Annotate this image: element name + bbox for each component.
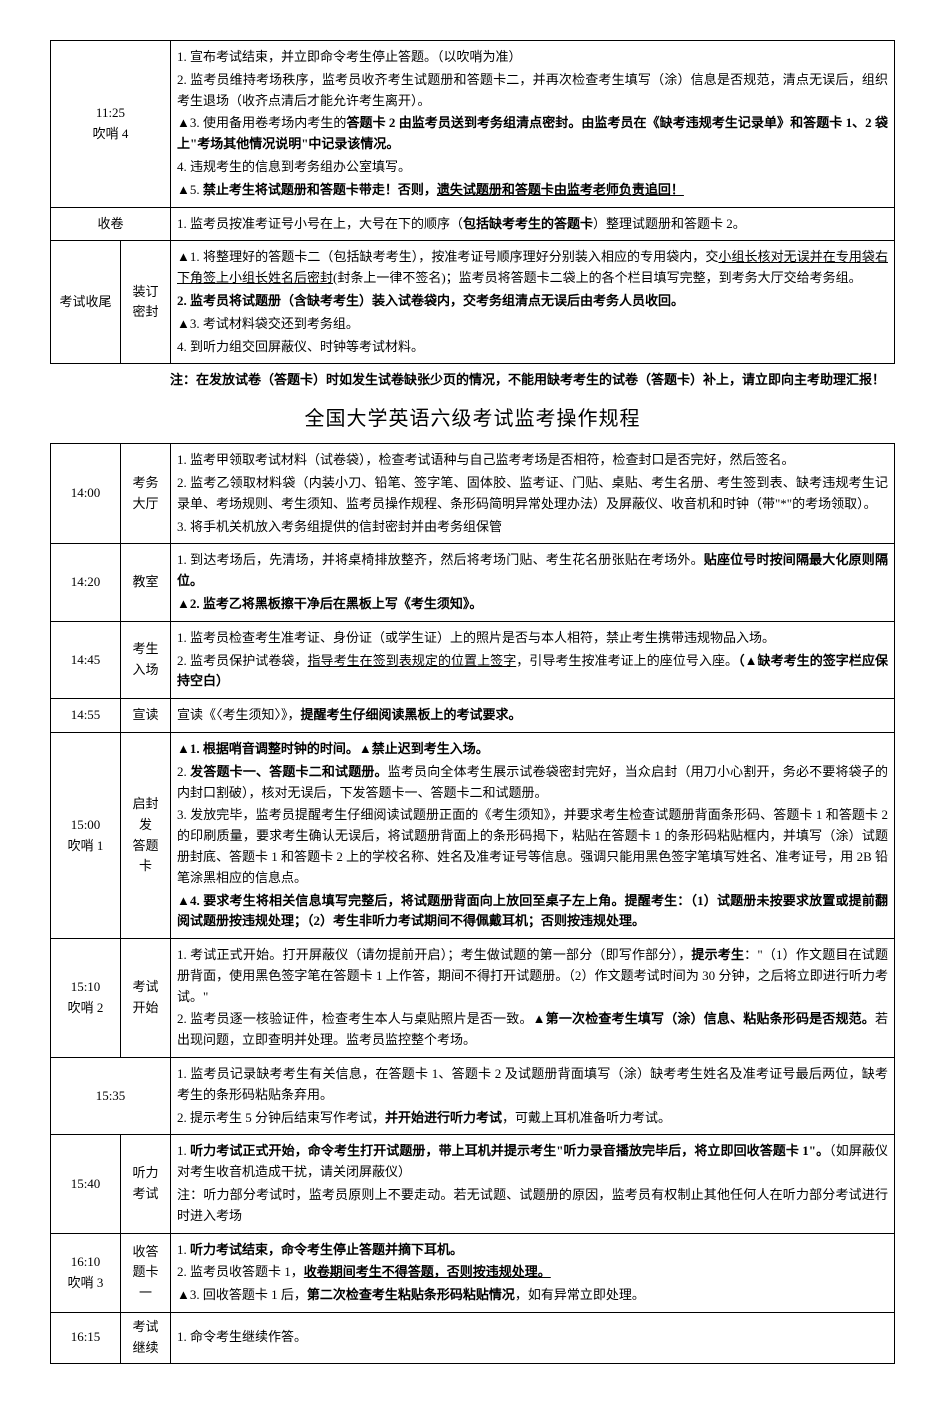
content-line: 1. 监考员按准考证号小号在上，大号在下的顺序（包括缺考考生的答题卡）整理试题册…: [177, 214, 888, 235]
content-cell: 1. 命令考生继续作答。: [171, 1313, 895, 1364]
label-cell: 考务大厅: [121, 444, 171, 544]
content-line: 4. 违规考生的信息到考务组办公室填写。: [177, 157, 888, 178]
content-cell: 1. 听力考试正式开始，命令考生打开试题册，带上耳机并提示考生"听力录音播放完毕…: [171, 1135, 895, 1233]
content-line: 注：听力部分考试时，监考员原则上不要走动。若无试题、试题册的原因，监考员有权制止…: [177, 1185, 888, 1227]
label-cell: 收答题卡一: [121, 1233, 171, 1312]
label-cell: 装订密封: [121, 241, 171, 364]
time-cell: 15:35: [51, 1058, 171, 1135]
content-cell: 1. 听力考试结束，命令考生停止答题并摘下耳机。2. 监考员收答题卡 1，收卷期…: [171, 1233, 895, 1312]
content-line: 1. 听力考试结束，命令考生停止答题并摘下耳机。: [177, 1240, 888, 1261]
content-cell: 1. 根据哨音调整时钟的时间。▲禁止迟到考生入场。2. 发答题卡一、答题卡二和试…: [171, 732, 895, 938]
table1-body: 11:25吹哨 41. 宣布考试结束，并立即命令考生停止答题。（以吹哨为准）2.…: [51, 41, 895, 364]
content-line: 1. 监考员记录缺考考生有关信息，在答题卡 1、答题卡 2 及试题册背面填写（涂…: [177, 1064, 888, 1106]
content-line: 2. 监考员收答题卡 1，收卷期间考生不得答题，否则按违规处理。: [177, 1262, 888, 1283]
content-line: 2. 发答题卡一、答题卡二和试题册。监考员向全体考生展示试卷袋密封完好，当众启封…: [177, 762, 888, 804]
content-line: 1. 监考员检查考生准考证、身份证（或学生证）上的照片是否与本人相符，禁止考生携…: [177, 628, 888, 649]
section2-title: 全国大学英语六级考试监考操作规程: [50, 403, 895, 435]
label-cell: 听力考试: [121, 1135, 171, 1233]
label-cell: 启封发答题卡: [121, 732, 171, 938]
content-line: 2. 监考乙领取材料袋（内装小刀、铅笔、签字笔、固体胶、监考证、门贴、桌贴、考生…: [177, 473, 888, 515]
content-line: 3. 将手机关机放入考务组提供的信封密封并由考务组保管: [177, 517, 888, 538]
content-cell: 1. 考试正式开始。打开屏蔽仪（请勿提前开启）；考生做试题的第一部分（即写作部分…: [171, 939, 895, 1058]
label-cell: 考试继续: [121, 1313, 171, 1364]
table2-body: 14:00考务大厅 1. 监考甲领取考试材料（试卷袋），检查考试语种与自己监考考场…: [51, 444, 895, 1363]
content-line: 3. 发放完毕，监考员提醒考生仔细阅读试题册正面的《考生须知》，并要求考生检查试…: [177, 805, 888, 888]
schedule-table-cet6: 14:00考务大厅 1. 监考甲领取考试材料（试卷袋），检查考试语种与自己监考考场…: [50, 443, 895, 1363]
time-cell: 14:55: [51, 699, 121, 733]
content-cell: 1. 宣布考试结束，并立即命令考生停止答题。（以吹哨为准）2. 监考员维持考场秩…: [171, 41, 895, 208]
time-cell: 15:10吹哨 2: [51, 939, 121, 1058]
content-line: 3. 使用备用卷考场内考生的答题卡 2 由监考员送到考务组清点密封。由监考员在《…: [177, 113, 888, 155]
content-line: 2. 监考员维持考场秩序，监考员收齐考生试题册和答题卡二，并再次检查考生填写（涂…: [177, 70, 888, 112]
content-cell: 1. 监考员检查考生准考证、身份证（或学生证）上的照片是否与本人相符，禁止考生携…: [171, 621, 895, 698]
content-line: 4. 要求考生将相关信息填写完整后，将试题册背面向上放回至桌子左上角。提醒考生：…: [177, 891, 888, 933]
time-cell: 15:00吹哨 1: [51, 732, 121, 938]
content-line: 3. 回收答题卡 1 后，第二次检查考生粘贴条形码粘贴情况，如有异常立即处理。: [177, 1285, 888, 1306]
content-line: 2. 监考员保护试卷袋，指导考生在签到表规定的位置上签字，引导考生按准考证上的座…: [177, 651, 888, 693]
label-cell: 宣读: [121, 699, 171, 733]
content-line: 1. 命令考生继续作答。: [177, 1327, 888, 1348]
content-cell: 1. 监考员记录缺考考生有关信息，在答题卡 1、答题卡 2 及试题册背面填写（涂…: [171, 1058, 895, 1135]
mid-note: 注：在发放试卷（答题卡）时如发生试卷缺张少页的情况，不能用缺考考生的试卷（答题卡…: [170, 370, 895, 391]
content-line: 1. 监考甲领取考试材料（试卷袋），检查考试语种与自己监考考场是否相符，检查封口…: [177, 450, 888, 471]
schedule-table-cet4-tail: 11:25吹哨 41. 宣布考试结束，并立即命令考生停止答题。（以吹哨为准）2.…: [50, 40, 895, 364]
content-cell: 1. 监考员按准考证号小号在上，大号在下的顺序（包括缺考考生的答题卡）整理试题册…: [171, 207, 895, 241]
content-line: 1. 根据哨音调整时钟的时间。▲禁止迟到考生入场。: [177, 739, 888, 760]
content-line: 1. 将整理好的答题卡二（包括缺考考生），按准考证号顺序理好分别装入相应的专用袋…: [177, 247, 888, 289]
time-cell: 16:15: [51, 1313, 121, 1364]
content-cell: 1. 将整理好的答题卡二（包括缺考考生），按准考证号顺序理好分别装入相应的专用袋…: [171, 241, 895, 364]
content-line: 2. 监考乙将黑板擦干净后在黑板上写《考生须知》。: [177, 594, 888, 615]
content-line: 1. 到达考场后，先清场，并将桌椅排放整齐，然后将考场门贴、考生花名册张贴在考场…: [177, 550, 888, 592]
content-line: 宣读《〈考生须知〉》，提醒考生仔细阅读黑板上的考试要求。: [177, 705, 888, 726]
content-cell: 1. 监考甲领取考试材料（试卷袋），检查考试语种与自己监考考场是否相符，检查封口…: [171, 444, 895, 544]
content-line: 3. 考试材料袋交还到考务组。: [177, 314, 888, 335]
time-cell: 14:20: [51, 544, 121, 621]
time-cell: 14:45: [51, 621, 121, 698]
content-cell: 宣读《〈考生须知〉》，提醒考生仔细阅读黑板上的考试要求。: [171, 699, 895, 733]
label-cell: 考生入场: [121, 621, 171, 698]
content-line: 1. 宣布考试结束，并立即命令考生停止答题。（以吹哨为准）: [177, 47, 888, 68]
content-line: 1. 听力考试正式开始，命令考生打开试题册，带上耳机并提示考生"听力录音播放完毕…: [177, 1141, 888, 1183]
label-cell: 考试开始: [121, 939, 171, 1058]
time-cell: 15:40: [51, 1135, 121, 1233]
time-cell: 16:10吹哨 3: [51, 1233, 121, 1312]
time-cell: 考试收尾: [51, 241, 121, 364]
content-line: 2. 提示考生 5 分钟后结束写作考试，并开始进行听力考试，可戴上耳机准备听力考…: [177, 1108, 888, 1129]
content-line: 2. 监考员逐一核验证件，检查考生本人与桌贴照片是否一致。▲第一次检查考生填写（…: [177, 1009, 888, 1051]
content-line: 2. 监考员将试题册（含缺考考生）装入试卷袋内，交考务组清点无误后由考务人员收回…: [177, 291, 888, 312]
time-cell: 14:00: [51, 444, 121, 544]
content-line: 1. 考试正式开始。打开屏蔽仪（请勿提前开启）；考生做试题的第一部分（即写作部分…: [177, 945, 888, 1007]
content-cell: 1. 到达考场后，先清场，并将桌椅排放整齐，然后将考场门贴、考生花名册张贴在考场…: [171, 544, 895, 621]
content-line: 4. 到听力组交回屏蔽仪、时钟等考试材料。: [177, 337, 888, 358]
time-cell: 11:25吹哨 4: [51, 41, 171, 208]
label-cell: 教室: [121, 544, 171, 621]
content-line: 5. 禁止考生将试题册和答题卡带走！否则，遗失试题册和答题卡由监考老师负责追回！: [177, 180, 888, 201]
label-cell: 收卷: [51, 207, 171, 241]
